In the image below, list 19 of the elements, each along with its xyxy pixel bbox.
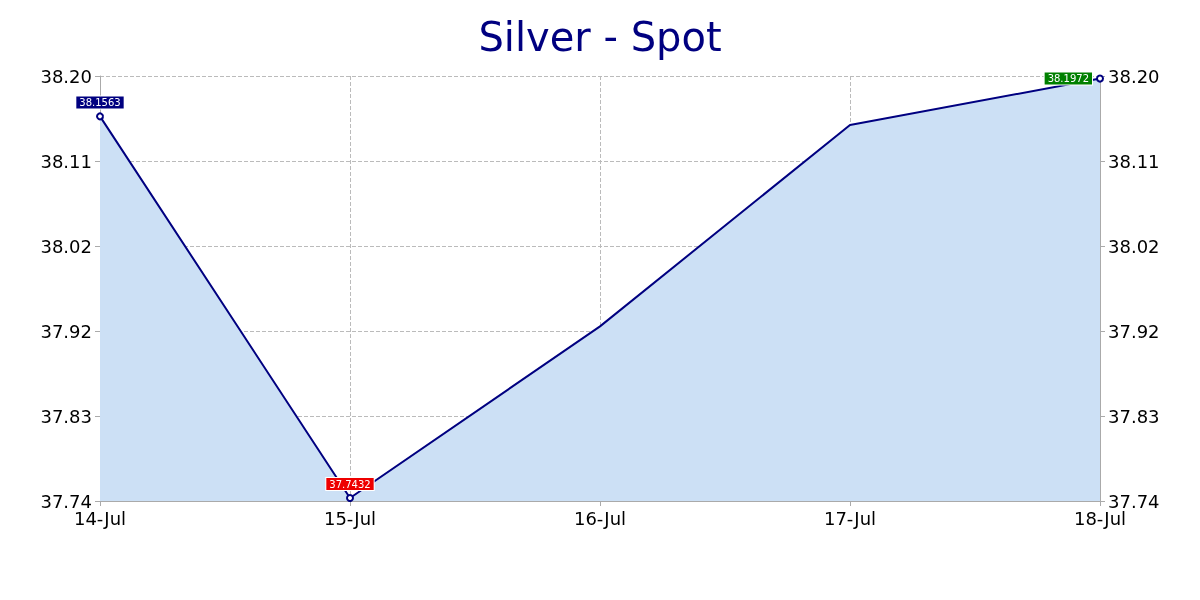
y-tick-label: 37.83 <box>40 405 92 427</box>
text: 38.1972 <box>1047 73 1089 85</box>
x-tick-label: 17-Jul <box>823 507 877 529</box>
y2-tick-label: 38.02 <box>1108 235 1160 257</box>
y2-tick-label: 37.83 <box>1108 405 1160 427</box>
text: 37.7432 <box>329 478 371 490</box>
text: 38.1563 <box>79 96 121 108</box>
x-tick-label: 15-Jul <box>323 507 377 529</box>
point <box>96 112 104 121</box>
y-tick-label: 38.02 <box>40 235 92 257</box>
chart-title: Silver - Spot <box>478 14 722 60</box>
x-tick-label: 16-Jul <box>573 507 627 529</box>
y2-tick-label: 37.92 <box>1108 320 1160 342</box>
y-tick-label: 38.20 <box>40 65 92 87</box>
y-tick-label: 38.11 <box>40 150 92 172</box>
y2-tick-label: 38.11 <box>1108 150 1160 172</box>
y-tick-label: 37.92 <box>40 320 92 342</box>
point <box>346 494 354 503</box>
y2-tick-label: 38.20 <box>1108 65 1160 87</box>
